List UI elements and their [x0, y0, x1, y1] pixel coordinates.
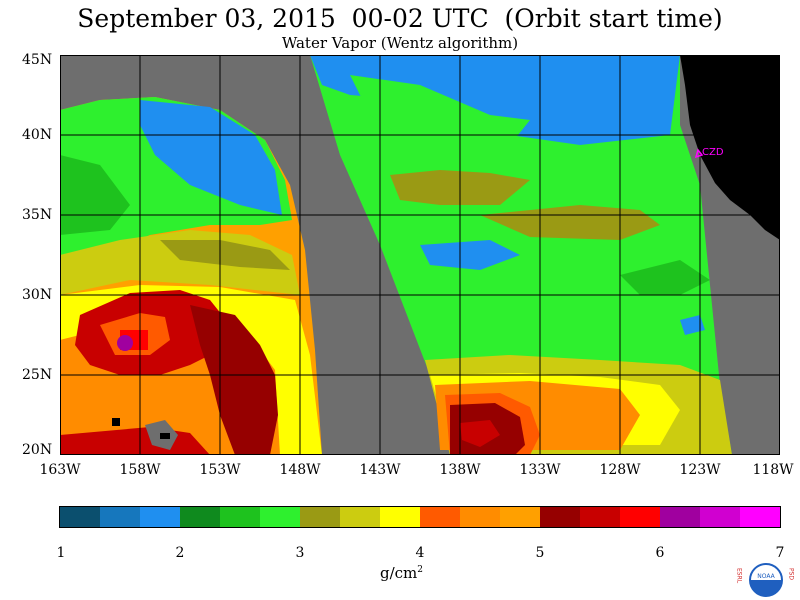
- colorbar-segment: [260, 507, 300, 527]
- noaa-text: NOAA: [757, 573, 775, 580]
- colorbar-segment: [140, 507, 180, 527]
- lon-label: 138W: [439, 462, 481, 478]
- colorbar-segment: [300, 507, 340, 527]
- colorbar-tick-label: 2: [175, 545, 185, 561]
- lat-label: 40N: [22, 127, 53, 143]
- colorbar-segment: [740, 507, 780, 527]
- colorbar: [59, 506, 781, 528]
- colorbar-segment: [420, 507, 460, 527]
- lat-label: 35N: [22, 207, 53, 223]
- colorbar-segment: [620, 507, 660, 527]
- left-swath: [60, 97, 322, 455]
- colorbar-segment: [100, 507, 140, 527]
- colorbar-tick-label: 1: [56, 545, 66, 561]
- lat-label: 30N: [22, 287, 53, 303]
- lon-label: 153W: [199, 462, 241, 478]
- lon-label: 143W: [359, 462, 401, 478]
- lon-label: 128W: [599, 462, 641, 478]
- lat-label: 20N: [22, 442, 53, 458]
- esrl-text: ESRL: [736, 568, 743, 584]
- colorbar-tick-label: 5: [535, 545, 545, 561]
- land-coastline: [680, 55, 780, 240]
- colorbar-tick-label: 6: [655, 545, 665, 561]
- colorbar-tick-label: 4: [415, 545, 425, 561]
- colorbar-segment: [580, 507, 620, 527]
- colorbar-segment: [380, 507, 420, 527]
- psd-text: PSD: [788, 568, 795, 580]
- colorbar-segment: [500, 507, 540, 527]
- lon-label: 118W: [752, 462, 794, 478]
- map-subtitle: Water Vapor (Wentz algorithm): [281, 34, 519, 52]
- lon-label: 148W: [279, 462, 321, 478]
- lon-label: 158W: [119, 462, 161, 478]
- colorbar-segment: [540, 507, 580, 527]
- colorbar-segment: [460, 507, 500, 527]
- colorbar-frame: [59, 506, 781, 528]
- colorbar-segment: [220, 507, 260, 527]
- water-vapor-map: CZD: [60, 55, 780, 455]
- colorbar-tick-label: 7: [775, 545, 785, 561]
- map-title: September 03, 2015 00-02 UTC (Orbit star…: [77, 4, 723, 33]
- lat-label: 45N: [22, 52, 53, 68]
- colorbar-tick-label: 3: [295, 545, 305, 561]
- lat-label: 25N: [22, 367, 53, 383]
- lon-label: 123W: [679, 462, 721, 478]
- station-marker: CZD: [694, 147, 724, 159]
- map-frame: [60, 55, 780, 455]
- lon-label: 163W: [39, 462, 81, 478]
- right-swath: [310, 55, 732, 455]
- colorbar-segment: [340, 507, 380, 527]
- colorbar-segment: [660, 507, 700, 527]
- noaa-logo: ESRL NOAA PSD: [736, 563, 795, 597]
- colorbar-segment: [60, 507, 100, 527]
- colorbar-segment: [700, 507, 740, 527]
- colorbar-segment: [180, 507, 220, 527]
- units-label: g/cm2: [380, 564, 424, 582]
- grid-lines: [60, 55, 780, 455]
- lon-label: 133W: [519, 462, 561, 478]
- station-label: CZD: [702, 147, 724, 158]
